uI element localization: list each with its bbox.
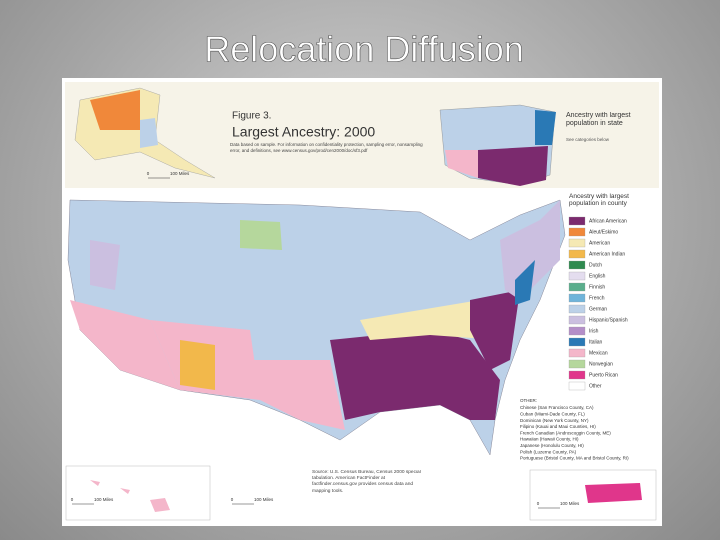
other-entry: Dominican (New York County, NY) bbox=[520, 418, 589, 423]
map-title: Largest Ancestry: 2000 bbox=[232, 124, 375, 140]
legend-swatch bbox=[568, 315, 586, 325]
other-entry: Cuban (Miami-Dade County, FL) bbox=[520, 411, 585, 416]
legend-label: American Indian bbox=[589, 251, 625, 257]
alaska-region bbox=[140, 118, 158, 148]
legend-swatch bbox=[568, 381, 586, 391]
scale-start: 0 bbox=[231, 497, 234, 502]
map-region bbox=[180, 340, 215, 390]
figure-label: Figure 3. bbox=[232, 111, 271, 122]
map-region bbox=[360, 300, 500, 340]
legend-swatch bbox=[568, 227, 586, 237]
legend-label: Norwegian bbox=[589, 361, 613, 367]
state-inset-region bbox=[445, 150, 478, 178]
map-region bbox=[330, 330, 500, 420]
source-box: Source: U.S. Census Bureau, Census 2000 … bbox=[312, 470, 421, 494]
scale-start: 0 bbox=[71, 497, 74, 502]
note: Data based on sample. For information on… bbox=[230, 142, 423, 153]
legend-label: Italian bbox=[589, 339, 603, 345]
legend-label: French bbox=[589, 295, 605, 301]
map-region bbox=[470, 290, 520, 370]
scale-end: 100 Miles bbox=[170, 171, 190, 176]
legend-label: African American bbox=[589, 218, 627, 224]
puerto-rico bbox=[585, 483, 642, 503]
map-region bbox=[70, 300, 180, 390]
legend-label: Finnish bbox=[589, 284, 605, 290]
legend-swatch bbox=[568, 249, 586, 259]
legend-title-box: Ancestry with largest population in coun… bbox=[569, 193, 629, 208]
legend-swatch bbox=[568, 337, 586, 347]
legend-swatch bbox=[568, 216, 586, 226]
legend-label: German bbox=[589, 306, 607, 312]
scale-start: 0 bbox=[147, 171, 150, 176]
legend-swatch bbox=[568, 326, 586, 336]
hawaii-islands bbox=[90, 480, 170, 512]
legend-swatch bbox=[568, 293, 586, 303]
state-inset-region bbox=[478, 146, 548, 186]
source: Source: U.S. Census Bureau, Census 2000 … bbox=[312, 470, 421, 494]
legend-label: Aleut/Eskimo bbox=[589, 229, 618, 235]
legend-swatch bbox=[568, 271, 586, 281]
scale-start: 0 bbox=[537, 501, 540, 506]
map-region bbox=[500, 200, 560, 300]
legend-label: Hispanic/Spanish bbox=[589, 317, 628, 323]
legend-swatch bbox=[568, 238, 586, 248]
legend-swatch bbox=[568, 370, 586, 380]
scale-end: 100 Miles bbox=[94, 497, 114, 502]
legend-label: Dutch bbox=[589, 262, 602, 268]
legend-label: Puerto Rican bbox=[589, 372, 618, 378]
map-region bbox=[240, 220, 282, 250]
map-header bbox=[65, 82, 659, 188]
state-inset-region bbox=[535, 110, 556, 145]
hawaii-inset bbox=[65, 465, 211, 521]
map-texts: Figure 3. Largest Ancestry: 2000 Data ba… bbox=[230, 111, 631, 494]
other-title: OTHER: bbox=[520, 398, 537, 403]
legend-swatch bbox=[568, 304, 586, 314]
other-entry: Filipino (Kauai and Maui Counties, HI) bbox=[520, 424, 596, 429]
legend-label: Mexican bbox=[589, 350, 608, 356]
legend-title: Ancestry with largest population in coun… bbox=[569, 193, 629, 208]
map-region bbox=[90, 240, 120, 290]
map-region bbox=[250, 360, 345, 430]
slide-title: Relocation Diffusion bbox=[204, 29, 524, 70]
other-entry: Portuguese (Bristol County, MA and Brist… bbox=[520, 456, 629, 461]
other-entry: Japanese (Honolulu County, HI) bbox=[520, 443, 584, 448]
other-entry: French Canadian (Androscoggin County, ME… bbox=[520, 430, 611, 435]
legend-label: Irish bbox=[589, 328, 599, 334]
scale-end: 100 Miles bbox=[560, 501, 580, 506]
legend-swatch bbox=[568, 348, 586, 358]
alaska-region bbox=[90, 90, 140, 130]
other-entry: Chinese (San Francisco County, CA) bbox=[520, 405, 594, 410]
other-entry: Polish (Luzerne County, PA) bbox=[520, 449, 577, 454]
state-inset-note: See categories below bbox=[566, 137, 610, 142]
other-entry: Hawaiian (Hawaii County, HI) bbox=[520, 437, 579, 442]
note-box: Data based on sample. For information on… bbox=[230, 142, 423, 153]
legend-swatch bbox=[568, 282, 586, 292]
map-region bbox=[515, 260, 535, 305]
legend-swatch bbox=[568, 359, 586, 369]
legend-swatch bbox=[568, 260, 586, 270]
scale-end: 100 Miles bbox=[254, 497, 274, 502]
state-inset-title-box: Ancestry with largest population in stat… bbox=[566, 112, 631, 128]
legend-label: American bbox=[589, 240, 610, 246]
state-inset-title: Ancestry with largest population in stat… bbox=[566, 112, 631, 128]
legend-label: Other bbox=[589, 383, 602, 389]
legend-label: English bbox=[589, 273, 606, 279]
